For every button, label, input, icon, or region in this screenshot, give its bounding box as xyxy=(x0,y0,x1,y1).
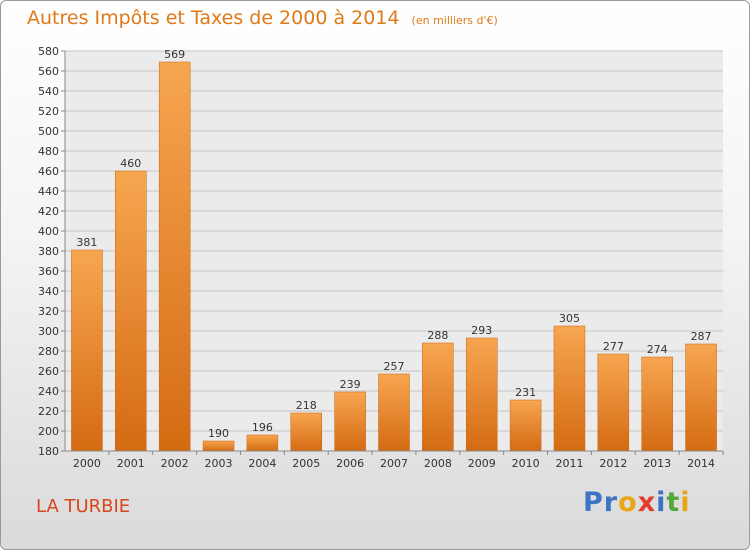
logo-letter: o xyxy=(618,487,638,518)
y-tick-label: 300 xyxy=(38,325,59,338)
x-tick-label: 2003 xyxy=(205,457,233,470)
bar xyxy=(246,434,279,452)
bar xyxy=(597,353,630,452)
logo-letter: i xyxy=(656,487,667,518)
y-tick-label: 260 xyxy=(38,365,59,378)
x-tick-label: 2006 xyxy=(336,457,364,470)
logo-letter: x xyxy=(637,487,657,518)
bar-value-label: 305 xyxy=(559,312,580,325)
x-tick-label: 2014 xyxy=(687,457,715,470)
bar xyxy=(509,399,542,452)
bar xyxy=(553,325,586,452)
y-tick-label: 540 xyxy=(38,85,59,98)
bar-value-label: 293 xyxy=(471,324,492,337)
y-tick-label: 580 xyxy=(38,45,59,58)
x-tick-label: 2012 xyxy=(599,457,627,470)
bar xyxy=(465,337,498,452)
bar-value-label: 257 xyxy=(384,360,405,373)
y-tick-label: 200 xyxy=(38,425,59,438)
bars: 381 460 569 190 196 218 239 257 288 293 231 305 277 2… xyxy=(71,48,717,452)
title-text: Autres Impôts et Taxes de 2000 à 2014 xyxy=(27,7,400,29)
proxiti-logo: Proxiti xyxy=(583,487,691,518)
x-tick-label: 2011 xyxy=(555,457,583,470)
bar xyxy=(290,412,323,452)
x-tick-label: 2009 xyxy=(468,457,496,470)
y-tick-label: 380 xyxy=(38,245,59,258)
x-tick-label: 2005 xyxy=(292,457,320,470)
y-tick-label: 500 xyxy=(38,125,59,138)
bar-value-label: 460 xyxy=(120,157,141,170)
y-tick-label: 360 xyxy=(38,265,59,278)
bar-value-label: 277 xyxy=(603,340,624,353)
x-tick-label: 2008 xyxy=(424,457,452,470)
y-tick-label: 420 xyxy=(38,205,59,218)
y-tick-label: 440 xyxy=(38,185,59,198)
y-tick-label: 480 xyxy=(38,145,59,158)
bar-value-label: 288 xyxy=(427,329,448,342)
city-name: LA TURBIE xyxy=(36,496,131,517)
x-tick-label: 2002 xyxy=(161,457,189,470)
title-unit: (en milliers d'€) xyxy=(411,14,498,27)
x-axis: 2000 2001 2002 2003 2004 2005 2006 2007 2008 2009… xyxy=(65,450,724,470)
y-tick-label: 520 xyxy=(38,105,59,118)
x-tick-label: 2001 xyxy=(117,457,145,470)
bar-value-label: 218 xyxy=(296,399,317,412)
y-tick-label: 220 xyxy=(38,405,59,418)
bar xyxy=(378,373,410,452)
bar-value-label: 239 xyxy=(340,378,361,391)
y-tick-label: 240 xyxy=(38,385,59,398)
x-tick-label: 2004 xyxy=(248,457,276,470)
logo-letter: P xyxy=(583,487,604,518)
y-tick-label: 460 xyxy=(38,165,59,178)
bar xyxy=(158,61,191,452)
bar xyxy=(115,170,147,452)
logo-letter: i xyxy=(680,487,691,518)
bar xyxy=(685,343,717,452)
bar xyxy=(641,356,673,452)
bar xyxy=(202,440,235,452)
bar-value-label: 190 xyxy=(208,427,229,440)
y-tick-label: 280 xyxy=(38,345,59,358)
logo-letter: r xyxy=(603,487,619,518)
bar xyxy=(422,342,454,452)
y-tick-label: 180 xyxy=(38,445,59,458)
chart-title: Autres Impôts et Taxes de 2000 à 2014 (e… xyxy=(27,7,498,29)
x-tick-label: 2010 xyxy=(512,457,540,470)
x-tick-label: 2000 xyxy=(73,457,101,470)
bar xyxy=(71,249,103,452)
y-axis: 180 200 220 240 260 280 300 320 340 360 380 400 420 4… xyxy=(38,45,66,458)
bar-value-label: 287 xyxy=(691,330,712,343)
bar-value-label: 196 xyxy=(252,421,273,434)
y-tick-label: 340 xyxy=(38,285,59,298)
x-tick-label: 2007 xyxy=(380,457,408,470)
y-tick-label: 400 xyxy=(38,225,59,238)
bar xyxy=(334,391,366,452)
bar-value-label: 231 xyxy=(515,386,536,399)
bar-value-label: 381 xyxy=(76,236,97,249)
logo-letter: t xyxy=(666,487,681,518)
x-tick-label: 2013 xyxy=(643,457,671,470)
y-tick-label: 560 xyxy=(38,65,59,78)
y-tick-label: 320 xyxy=(38,305,59,318)
bar-value-label: 569 xyxy=(164,48,185,61)
bar-value-label: 274 xyxy=(647,343,668,356)
